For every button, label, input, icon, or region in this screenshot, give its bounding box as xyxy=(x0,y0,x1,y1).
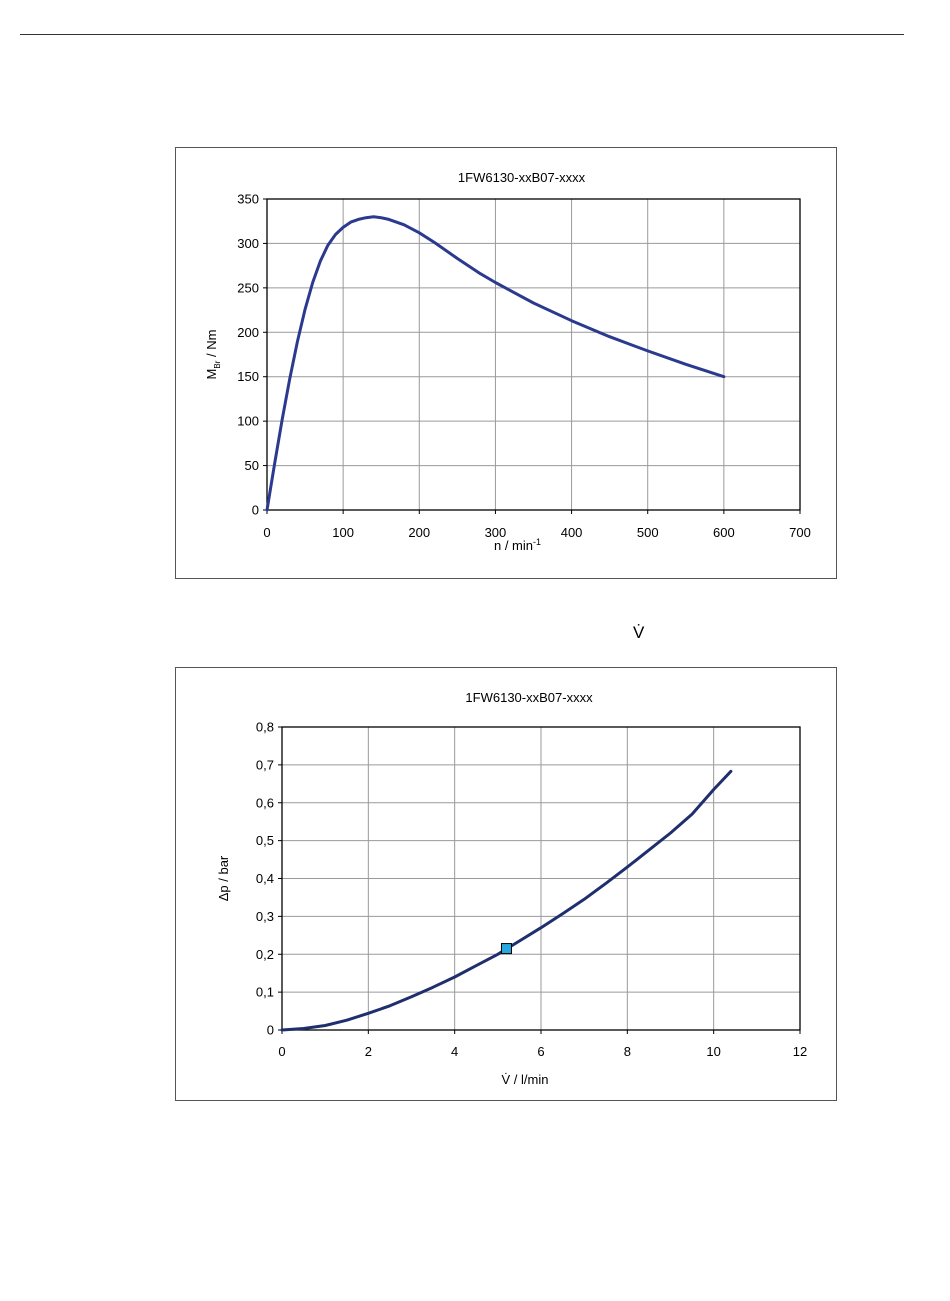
y-tick-label: 100 xyxy=(237,414,259,429)
x-tick-label: 100 xyxy=(332,525,354,540)
y-tick-label: 0,5 xyxy=(256,833,274,848)
x-tick-label: 6 xyxy=(537,1044,544,1059)
y-axis-label: MBr / Nm xyxy=(204,330,222,380)
y-tick-label: 0 xyxy=(267,1023,274,1038)
pressure-drop-chart-svg: 1FW6130-xxB07-xxxx 0 2 4 6 8 10 12 0 0,1 0,2 0,3 0,4… xyxy=(216,690,807,1087)
y-tick-label: 0,6 xyxy=(256,795,274,810)
x-tick-label: 500 xyxy=(637,525,659,540)
x-tick-label: 200 xyxy=(408,525,430,540)
y-tick-label: 0,7 xyxy=(256,757,274,772)
y-tick-label: 0,4 xyxy=(256,871,274,886)
pressure-drop-chart: 1FW6130-xxB07-xxxx 0 2 4 6 8 10 12 0 0,1 0,2 0,3 0,4… xyxy=(175,667,837,1101)
x-tick-label: 600 xyxy=(713,525,735,540)
grid-lines xyxy=(267,199,800,510)
y-axis-label-main: M xyxy=(204,369,219,380)
x-tick-label: 700 xyxy=(789,525,811,540)
grid-lines xyxy=(282,727,800,1030)
x-tick-label: 2 xyxy=(365,1044,372,1059)
plot-area-frame xyxy=(266,198,801,511)
x-axis-label-superscript: -1 xyxy=(533,537,541,547)
torque-speed-chart: 1FW6130-xxB07-xxxx 0 100 200 300 400 500 600 700… xyxy=(175,147,837,579)
chart-title: 1FW6130-xxB07-xxxx xyxy=(458,170,586,185)
y-tick-label: 0,1 xyxy=(256,985,274,1000)
x-tick-label: 4 xyxy=(451,1044,458,1059)
x-tick-label: 400 xyxy=(561,525,583,540)
x-tick-label: 300 xyxy=(485,525,507,540)
operating-point-marker xyxy=(500,943,512,955)
x-tick-label: 8 xyxy=(624,1044,631,1059)
x-tick-label: 0 xyxy=(278,1044,285,1059)
y-tick-label: 300 xyxy=(237,236,259,251)
x-tick-label: 0 xyxy=(263,525,270,540)
x-tick-label: 10 xyxy=(706,1044,720,1059)
y-tick-label: 0 xyxy=(252,503,259,518)
y-tick-label: 350 xyxy=(237,192,259,207)
y-axis-label-unit: / Nm xyxy=(204,330,219,361)
y-tick-label: 200 xyxy=(237,325,259,340)
volume-flow-symbol: V̇ xyxy=(633,623,645,642)
x-axis-label: n / min-1 xyxy=(494,537,541,553)
x-axis-label: V̇ / l/min xyxy=(502,1072,549,1087)
y-tick-label: 0,3 xyxy=(256,909,274,924)
y-tick-label: 150 xyxy=(237,369,259,384)
page-top-rule xyxy=(20,34,904,35)
y-tick-label: 50 xyxy=(245,458,259,473)
y-tick-label: 0,8 xyxy=(256,720,274,735)
series-line xyxy=(265,215,726,512)
y-axis-label-subscript: Br xyxy=(213,360,222,368)
series-line xyxy=(280,769,733,1032)
y-tick-label: 0,2 xyxy=(256,947,274,962)
y-axis-label: Δp / bar xyxy=(216,855,231,901)
chart-title: 1FW6130-xxB07-xxxx xyxy=(465,690,593,705)
y-tick-label: 250 xyxy=(237,280,259,295)
x-tick-label: 12 xyxy=(793,1044,807,1059)
